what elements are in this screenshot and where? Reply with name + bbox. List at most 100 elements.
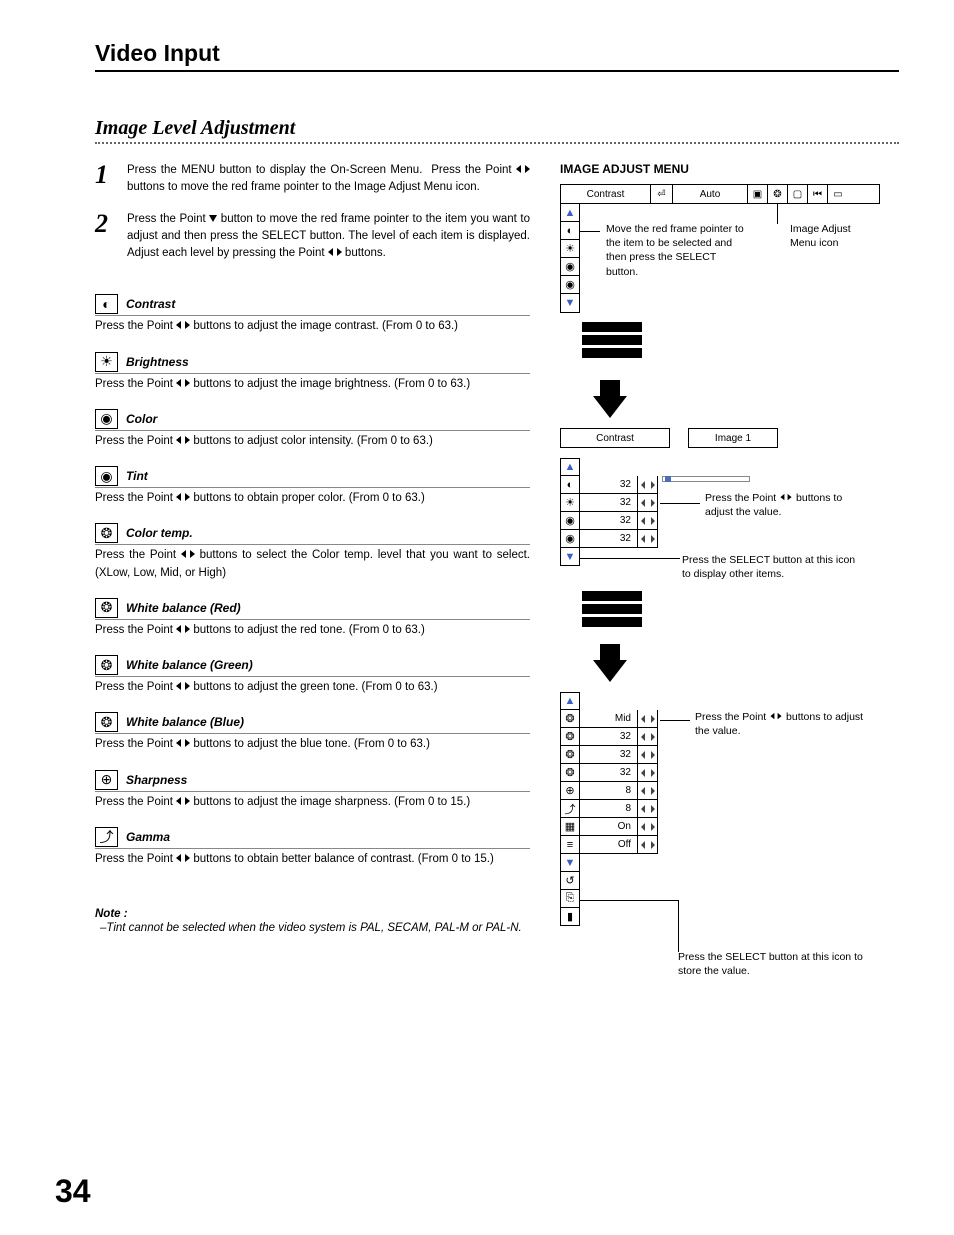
slider-track (662, 476, 750, 482)
row-icon: ❂ (560, 728, 580, 746)
left-right-arrows-icon (176, 854, 190, 863)
item-description: Press the Point buttons to adjust the bl… (95, 733, 530, 753)
row-stepper (638, 800, 658, 818)
callout-6: Press the SELECT button at this icon to … (678, 950, 863, 978)
sidebar-up-icon: ▲ (561, 204, 579, 222)
value-row: ⊕ 8 (560, 782, 658, 800)
left-right-arrows-icon (771, 713, 782, 720)
sidebar-color-icon: ◉ (561, 258, 579, 276)
left-right-arrows-icon (176, 379, 190, 388)
row-stepper (638, 836, 658, 854)
step-1: 1 Press the MENU button to display the O… (95, 162, 530, 197)
row-stepper (638, 818, 658, 836)
item-title: Sharpness (126, 773, 187, 787)
step-num-2: 2 (95, 211, 113, 263)
topbar-icon-2: ❂ (768, 185, 788, 203)
row-reset: ↺ (560, 872, 658, 890)
callout-2: Image Adjust Menu icon (790, 222, 870, 250)
row-value: 32 (580, 764, 638, 782)
left-right-arrows-icon (781, 494, 792, 501)
row-up-icon: ▲ (560, 458, 580, 476)
step-2: 2 Press the Point button to move the red… (95, 211, 530, 263)
row-down-icon: ▼ (560, 854, 580, 872)
row-value: 8 (580, 782, 638, 800)
left-right-arrows-icon (176, 436, 190, 445)
value-row: ❂ 32 (560, 764, 658, 782)
item-description: Press the Point buttons to select the Co… (95, 544, 530, 582)
adjust-item: ❂ White balance (Green) Press the Point … (95, 655, 530, 696)
left-right-arrows-icon (181, 550, 195, 559)
row-icon: ❂ (560, 710, 580, 728)
diagram-top-menu: Contrast ⏎ Auto ▣ ❂ ▢ ⏮ ▭ ▲ ◐ ☀ ◉ ◉ ▼ Mo… (560, 184, 899, 384)
item-icon: ❂ (95, 712, 118, 732)
left-right-arrows-icon (176, 739, 190, 748)
row-stepper (638, 764, 658, 782)
left-right-arrows-icon (176, 321, 190, 330)
step-num-1: 1 (95, 162, 113, 197)
row-stepper (638, 512, 658, 530)
item-description: Press the Point buttons to adjust the re… (95, 619, 530, 639)
row-value: 32 (580, 494, 638, 512)
item-title: Color temp. (126, 526, 193, 540)
row-value: 32 (580, 530, 638, 548)
row-icon: ◉ (560, 530, 580, 548)
item-title: Gamma (126, 830, 170, 844)
page-number: 34 (55, 1173, 91, 1210)
submenu-label: Contrast (560, 428, 670, 448)
adjust-item: ⤴ Gamma Press the Point buttons to obtai… (95, 827, 530, 868)
big-arrow-icon (593, 396, 627, 418)
row-value: 8 (580, 800, 638, 818)
callout-5: Press the Point buttons to adjust the va… (695, 710, 865, 738)
row-icon: ≡ (560, 836, 580, 854)
row-stepper (638, 728, 658, 746)
adjust-item: ❂ Color temp. Press the Point buttons to… (95, 523, 530, 582)
row-stepper (638, 782, 658, 800)
row-down-nav: ▼ (560, 854, 658, 872)
connector-line (580, 231, 600, 232)
row-value: 32 (580, 728, 638, 746)
page-section-title: Video Input (95, 40, 899, 72)
item-title: White balance (Blue) (126, 715, 244, 729)
row-icon: ◉ (560, 512, 580, 530)
connector-line (678, 900, 679, 952)
item-title: Contrast (126, 297, 175, 311)
item-icon: ⤴ (95, 827, 118, 847)
sidebar-tint-icon: ◉ (561, 276, 579, 294)
step-1-text: Press the MENU button to display the On-… (127, 162, 530, 197)
page-title: Image Level Adjustment (95, 117, 899, 140)
right-column: IMAGE ADJUST MENU Contrast ⏎ Auto ▣ ❂ ▢ … (560, 162, 899, 1004)
row-store: ⎘ (560, 890, 658, 908)
row-down-icon: ▼ (560, 548, 580, 566)
reset-icon: ↺ (560, 872, 580, 890)
item-title: Color (126, 412, 157, 426)
callout-3: Press the Point buttons to adjust the va… (705, 491, 865, 519)
sidebar-brightness-icon: ☀ (561, 240, 579, 258)
adjust-item: ❂ White balance (Blue) Press the Point b… (95, 712, 530, 753)
adjust-item: ⊕ Sharpness Press the Point buttons to a… (95, 770, 530, 811)
row-quit: ▮ (560, 908, 658, 926)
left-right-arrows-icon (176, 493, 190, 502)
row-stepper (638, 746, 658, 764)
menu-heading: IMAGE ADJUST MENU (560, 162, 899, 176)
row-stepper (638, 494, 658, 512)
menu-topbar: Contrast ⏎ Auto ▣ ❂ ▢ ⏮ ▭ (560, 184, 880, 204)
value-row: ⤴ 8 (560, 800, 658, 818)
row-icon: ▦ (560, 818, 580, 836)
dotted-separator (95, 142, 899, 144)
item-description: Press the Point buttons to adjust the gr… (95, 676, 530, 696)
row-value: 32 (580, 512, 638, 530)
selection-bars (582, 588, 642, 630)
note-heading: Note : (95, 908, 530, 920)
topbar-return-icon: ⏎ (651, 185, 673, 203)
note-body: –Tint cannot be selected when the video … (95, 920, 530, 937)
topbar-icon-4: ⏮ (808, 185, 828, 203)
item-description: Press the Point buttons to obtain better… (95, 848, 530, 868)
topbar-icon-3: ▢ (788, 185, 808, 203)
topbar-icon-5: ▭ (828, 185, 848, 203)
sidebar-down-icon: ▼ (561, 294, 579, 312)
row-icon: ⤴ (560, 800, 580, 818)
row-stepper (638, 710, 658, 728)
row-value: Mid (580, 710, 638, 728)
row-value: Off (580, 836, 638, 854)
row-icon: ☀ (560, 494, 580, 512)
